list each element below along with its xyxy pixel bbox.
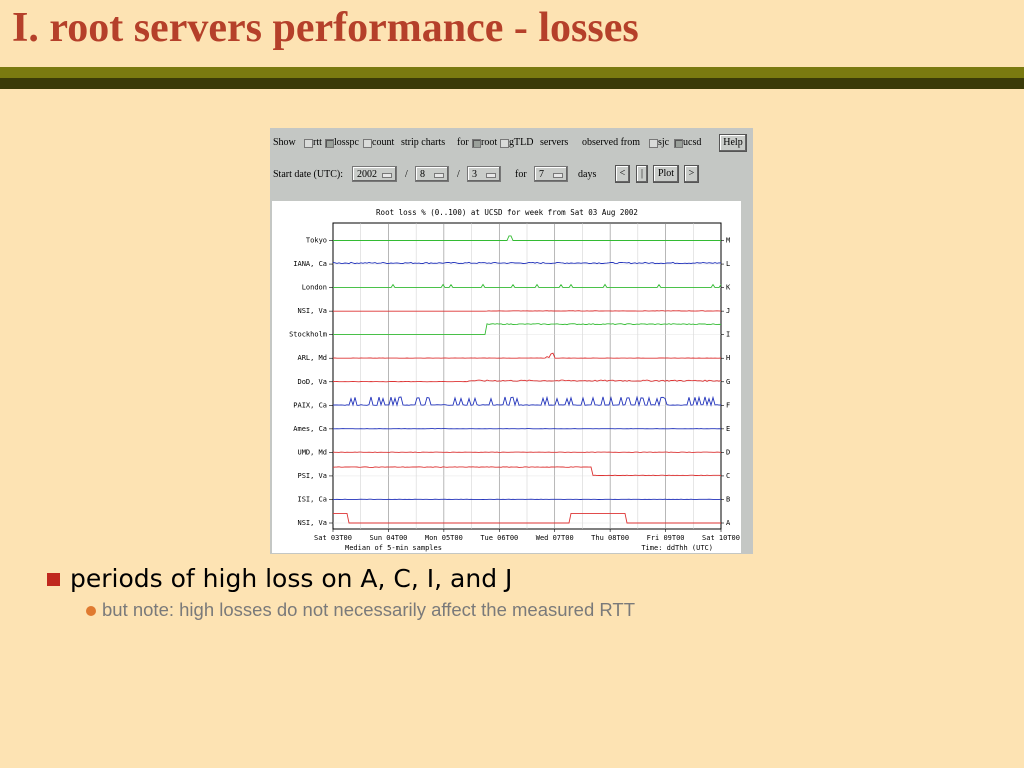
row-label: IANA, Ca — [293, 260, 327, 268]
row-letter: D — [726, 448, 730, 456]
row-label: London — [302, 284, 327, 292]
root-checkbox[interactable] — [472, 139, 481, 148]
row-label: ISI, Ca — [297, 495, 327, 503]
strip-charts-label: strip charts — [401, 137, 446, 148]
title-rule-lower — [0, 78, 1024, 89]
x-tick-label: Thu 08T00 — [591, 534, 629, 542]
row-letter: M — [726, 237, 730, 245]
series-line — [332, 352, 722, 359]
row-label: DoD, Va — [297, 378, 327, 386]
row-label: PAIX, Ca — [293, 401, 327, 409]
series-line — [333, 235, 721, 241]
month-select[interactable]: 8 — [415, 166, 449, 182]
ucsd-checkbox[interactable] — [674, 139, 683, 148]
row-letter: I — [726, 331, 730, 339]
next-button[interactable]: > — [684, 165, 699, 183]
row-letter: A — [726, 519, 731, 527]
dropdown-icon — [553, 173, 563, 178]
gtld-label: gTLD — [509, 137, 534, 148]
for-days-label: for — [515, 169, 527, 180]
strip-chart-area: Root loss % (0..100) at UCSD for week fr… — [272, 201, 741, 553]
year-value: 2002 — [357, 169, 377, 180]
slide-title: I. root servers performance - losses — [12, 5, 639, 51]
show-label: Show — [273, 137, 296, 148]
sjc-checkbox[interactable] — [649, 139, 658, 148]
rtt-label: rtt — [313, 137, 322, 148]
x-tick-label: Mon 05T00 — [425, 534, 463, 542]
series-line — [333, 310, 722, 312]
x-tick-label: Sat 03T00 — [314, 534, 352, 542]
gtld-checkbox[interactable] — [500, 139, 509, 148]
x-tick-label: Wed 07T00 — [536, 534, 574, 542]
x-axis-note-left: Median of 5-min samples — [345, 544, 442, 552]
month-value: 8 — [420, 169, 425, 180]
days-select[interactable]: 7 — [534, 166, 568, 182]
rtt-checkbox[interactable] — [304, 139, 313, 148]
dropdown-icon — [486, 173, 496, 178]
x-tick-label: Sat 10T00 — [702, 534, 740, 542]
row-letter: B — [726, 495, 730, 503]
sjc-label: sjc — [658, 137, 670, 148]
previous-button[interactable]: < — [615, 165, 630, 183]
ucsd-label: ucsd — [683, 137, 702, 148]
days-label: days — [578, 169, 597, 180]
title-rule-upper — [0, 67, 1024, 78]
row-letter: L — [726, 260, 730, 268]
date-separator: / — [405, 169, 408, 180]
row-label: NSI, Va — [297, 307, 327, 315]
dropdown-icon — [382, 173, 392, 178]
day-value: 3 — [472, 169, 477, 180]
count-label: count — [372, 137, 395, 148]
losspc-checkbox[interactable] — [325, 139, 334, 148]
plot-button[interactable]: Plot — [653, 165, 679, 183]
row-letter: G — [726, 378, 730, 386]
series-line — [332, 261, 722, 265]
start-date-label: Start date (UTC): — [273, 169, 343, 180]
servers-label: servers — [540, 137, 569, 148]
root-loss-chart: Root loss % (0..100) at UCSD for week fr… — [289, 208, 740, 552]
bullet-text-sub: but note: high losses do not necessarily… — [102, 599, 636, 620]
row-label: NSI, Va — [297, 519, 327, 527]
date-separator: / — [457, 169, 460, 180]
row-letter: C — [726, 472, 730, 480]
row-label: UMD, Md — [297, 448, 327, 456]
row-letter: J — [726, 307, 730, 315]
root-label: root — [481, 137, 498, 148]
current-button[interactable]: | — [636, 165, 648, 183]
row-letter: F — [726, 401, 730, 409]
row-label: PSI, Va — [297, 472, 327, 480]
days-value: 7 — [539, 169, 544, 180]
count-checkbox[interactable] — [363, 139, 372, 148]
series-line — [333, 323, 722, 335]
x-tick-label: Fri 09T00 — [647, 534, 685, 542]
help-button[interactable]: Help — [719, 134, 747, 152]
bullet-text-main: periods of high loss on A, C, I, and J — [70, 564, 513, 593]
bullet-square-icon — [47, 573, 60, 586]
losspc-label: losspc — [334, 137, 359, 148]
row-letter: H — [726, 354, 730, 362]
for-label: for — [457, 137, 469, 148]
observed-from-label: observed from — [582, 137, 641, 148]
bullet-dot-icon — [86, 606, 96, 616]
x-tick-label: Sun 04T00 — [369, 534, 407, 542]
row-label: ARL, Md — [297, 354, 327, 362]
row-letter: K — [726, 284, 731, 292]
series-line — [332, 395, 722, 407]
row-label: Ames, Ca — [293, 425, 327, 433]
chart-title: Root loss % (0..100) at UCSD for week fr… — [376, 208, 638, 217]
day-select[interactable]: 3 — [467, 166, 501, 182]
year-select[interactable]: 2002 — [352, 166, 397, 182]
series-line — [333, 512, 721, 524]
row-label: Tokyo — [306, 237, 327, 245]
series-line — [332, 379, 722, 383]
series-line — [332, 466, 722, 477]
row-letter: E — [726, 425, 730, 433]
x-tick-label: Tue 06T00 — [480, 534, 518, 542]
row-label: Stockholm — [289, 331, 327, 339]
dropdown-icon — [434, 173, 444, 178]
series-line — [333, 283, 722, 289]
x-axis-note-right: Time: ddThh (UTC) — [641, 544, 713, 552]
